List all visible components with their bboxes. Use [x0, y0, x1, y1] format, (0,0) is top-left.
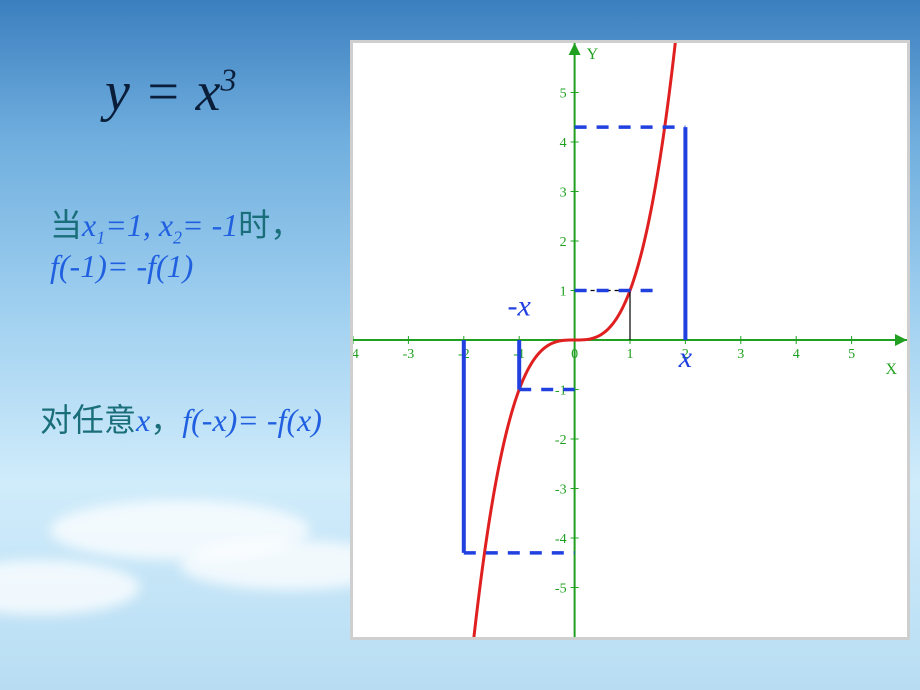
equation-text: y = x3 — [105, 60, 237, 124]
ann1-x1sub: 1 — [96, 227, 105, 247]
ann1-x2: x — [159, 207, 173, 243]
annotation-1-line2: f(-1)= -f(1) — [50, 248, 302, 285]
ann1-x2sub: 2 — [173, 227, 182, 247]
svg-text:1: 1 — [627, 347, 634, 362]
ann1-x2eq: = -1 — [182, 207, 238, 243]
svg-text:-4: -4 — [555, 532, 567, 547]
equation-exp: 3 — [221, 61, 237, 97]
svg-text:-5: -5 — [555, 582, 567, 597]
ann1-x1: x — [82, 207, 96, 243]
svg-text:Y: Y — [587, 46, 599, 63]
svg-text:-x: -x — [508, 289, 532, 322]
cubic-chart: -4-3-2-1012345-5-4-3-2-112345XY-xx — [353, 43, 907, 637]
svg-text:0: 0 — [571, 347, 578, 362]
svg-text:2: 2 — [560, 235, 567, 250]
ann1-prefix: 当 — [50, 207, 82, 243]
svg-text:-3: -3 — [555, 483, 567, 498]
equation-x: x — [196, 61, 221, 123]
svg-text:5: 5 — [848, 347, 855, 362]
annotation-1: 当x1=1, x2= -1时， f(-1)= -f(1) — [50, 200, 302, 285]
ann2-math: f(-x)= -f(x) — [182, 402, 322, 438]
svg-text:X: X — [885, 361, 897, 378]
svg-text:4: 4 — [793, 347, 800, 362]
svg-text:3: 3 — [560, 186, 567, 201]
ann2-var: x — [136, 402, 150, 438]
svg-text:4: 4 — [560, 136, 567, 151]
svg-text:3: 3 — [737, 347, 744, 362]
svg-text:-3: -3 — [403, 347, 415, 362]
cloud-deco — [0, 560, 140, 615]
equation-y: y — [105, 61, 130, 123]
annotation-2: 对任意x，f(-x)= -f(x) — [40, 395, 322, 441]
svg-text:-2: -2 — [555, 433, 567, 448]
svg-text:-4: -4 — [353, 347, 359, 362]
ann1-suffix: 时， — [238, 207, 302, 243]
svg-text:5: 5 — [560, 87, 567, 102]
svg-text:x: x — [678, 341, 693, 374]
equation-eq: = — [130, 61, 196, 123]
chart-container: -4-3-2-1012345-5-4-3-2-112345XY-xx — [350, 40, 910, 640]
slide-stage: y = x3 当x1=1, x2= -1时， f(-1)= -f(1) 对任意x… — [0, 0, 920, 690]
ann1-x1eq: =1, — [105, 207, 159, 243]
ann2-prefix: 对任意 — [40, 402, 136, 438]
svg-text:1: 1 — [560, 285, 567, 300]
ann2-sep: ， — [150, 402, 182, 438]
annotation-1-line1: 当x1=1, x2= -1时， — [50, 200, 302, 248]
